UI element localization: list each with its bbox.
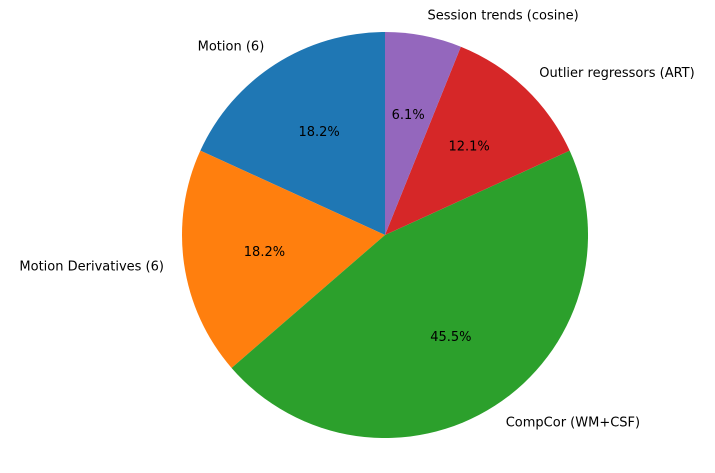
pie-slice-compcor-wm-csf	[231, 150, 589, 439]
pie-slice-session-trends-cosine	[385, 32, 461, 235]
pie-percent-label: 18.2%	[298, 125, 339, 140]
pie-category-label: Motion (6)	[198, 40, 265, 55]
pie-slices	[181, 32, 589, 439]
pie-slice-motion-derivatives-6	[181, 150, 385, 368]
pie-percent-label: 45.5%	[430, 330, 471, 345]
pie-category-label: Motion Derivatives (6)	[19, 259, 164, 274]
pie-slice-outlier-regressors-art	[385, 46, 570, 236]
pie-category-label: Session trends (cosine)	[427, 8, 578, 23]
pie-labels: 18.2% Motion (6) 18.2% Motion Derivatives (…	[19, 8, 694, 430]
pie-percent-label: 18.2%	[244, 245, 285, 260]
pie-percent-label: 12.1%	[448, 139, 489, 154]
pie-category-label: Outlier regressors (ART)	[539, 66, 694, 81]
pie-slice-motion-6	[200, 32, 385, 235]
pie-percent-label: 6.1%	[392, 108, 425, 123]
pie-category-label: CompCor (WM+CSF)	[506, 415, 640, 430]
